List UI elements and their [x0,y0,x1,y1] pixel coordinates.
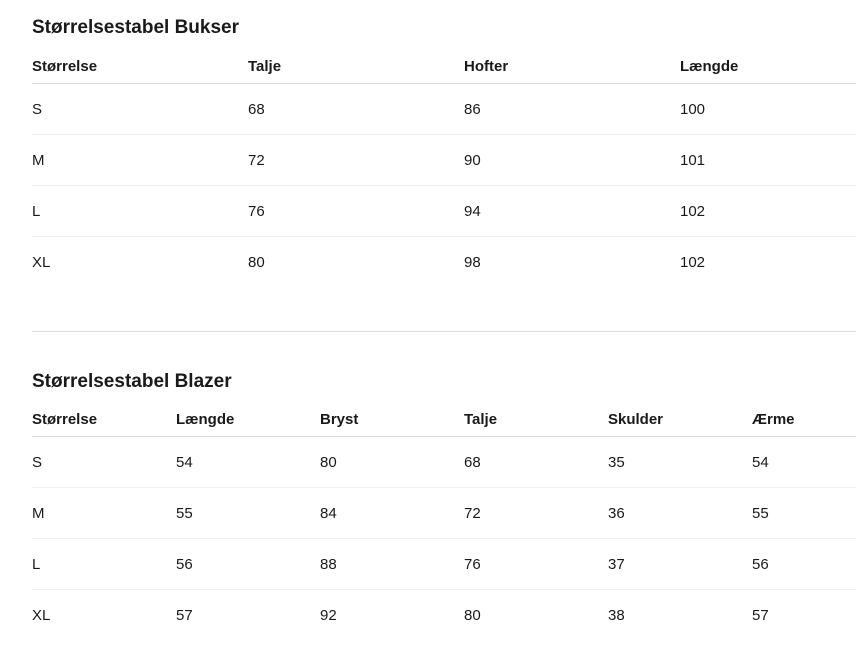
table-cell: 38 [608,606,625,624]
pants-size-section: Størrelsestabel Bukser Størrelse Talje Hof… [32,13,856,287]
column-header: Størrelse [32,49,248,84]
table-cell: 55 [176,487,320,539]
column-header: Længde [680,49,856,84]
table-cell: 102 [680,253,706,271]
table-cell: M [32,134,248,186]
table-cell: 98 [464,253,481,271]
table-cell: XL [32,253,51,271]
table-cell: M [32,487,176,539]
table-cell: 80 [248,253,265,271]
table-row: M 72 90 101 [32,134,856,186]
table-row: XL 80 98 102 [32,237,856,288]
table-cell: 72 [248,134,464,186]
table-cell: 76 [464,538,608,590]
table-cell: S [32,436,176,488]
table-cell: 92 [320,606,337,624]
table-cell: L [32,185,248,237]
column-header: Talje [464,402,608,437]
table-cell: 54 [752,436,856,488]
table-cell: S [32,83,248,135]
table-cell: 100 [680,83,856,135]
section-title: Størrelsestabel Blazer [32,371,232,392]
table-cell: 80 [464,606,481,624]
table-cell: 57 [176,606,193,624]
table-cell: 56 [752,538,856,590]
table-cell: 68 [248,83,464,135]
table-row: S 54 80 68 35 54 [32,436,856,488]
table-cell: 102 [680,185,856,237]
table-cell: 88 [320,538,464,590]
table-cell: 57 [752,606,769,624]
table-cell: 90 [464,134,680,186]
table-cell: XL [32,606,51,624]
table-cell: 37 [608,538,752,590]
blazer-size-section: Størrelsestabel Blazer Størrelse Længde Br… [32,367,856,640]
table-row: M 55 84 72 36 55 [32,487,856,539]
column-header: Hofter [464,49,680,84]
column-header: Skulder [608,402,752,437]
column-header: Længde [176,402,320,437]
column-header: Størrelse [32,402,176,437]
table-cell: 36 [608,487,752,539]
table-cell: 72 [464,487,608,539]
table-cell: L [32,538,176,590]
column-header: Ærme [752,402,856,437]
pants-size-table: Størrelse Talje Hofter Længde S 68 86 100 M 72 90 1… [32,49,856,287]
section-title: Størrelsestabel Bukser [32,17,239,38]
table-cell: 101 [680,134,856,186]
table-cell: 54 [176,436,320,488]
divider [32,331,856,332]
table-cell: 55 [752,487,856,539]
table-row: L 76 94 102 [32,185,856,237]
blazer-size-table: Størrelse Længde Bryst Talje Skulder Ærme S 54 8… [32,402,856,640]
table-cell: 94 [464,185,680,237]
table-cell: 35 [608,436,752,488]
table-cell: 56 [176,538,320,590]
header-row: Størrelse Længde Bryst Talje Skulder Ærme [32,402,856,437]
table-cell: 84 [320,487,464,539]
header-row: Størrelse Talje Hofter Længde [32,49,856,84]
table-row: L 56 88 76 37 56 [32,538,856,590]
column-header: Bryst [320,402,464,437]
table-cell: 68 [464,436,608,488]
table-cell: 80 [320,436,464,488]
table-cell: 86 [464,83,680,135]
column-header: Talje [248,49,464,84]
table-row: XL 57 92 80 38 57 [32,590,856,641]
table-row: S 68 86 100 [32,83,856,135]
table-cell: 76 [248,185,464,237]
